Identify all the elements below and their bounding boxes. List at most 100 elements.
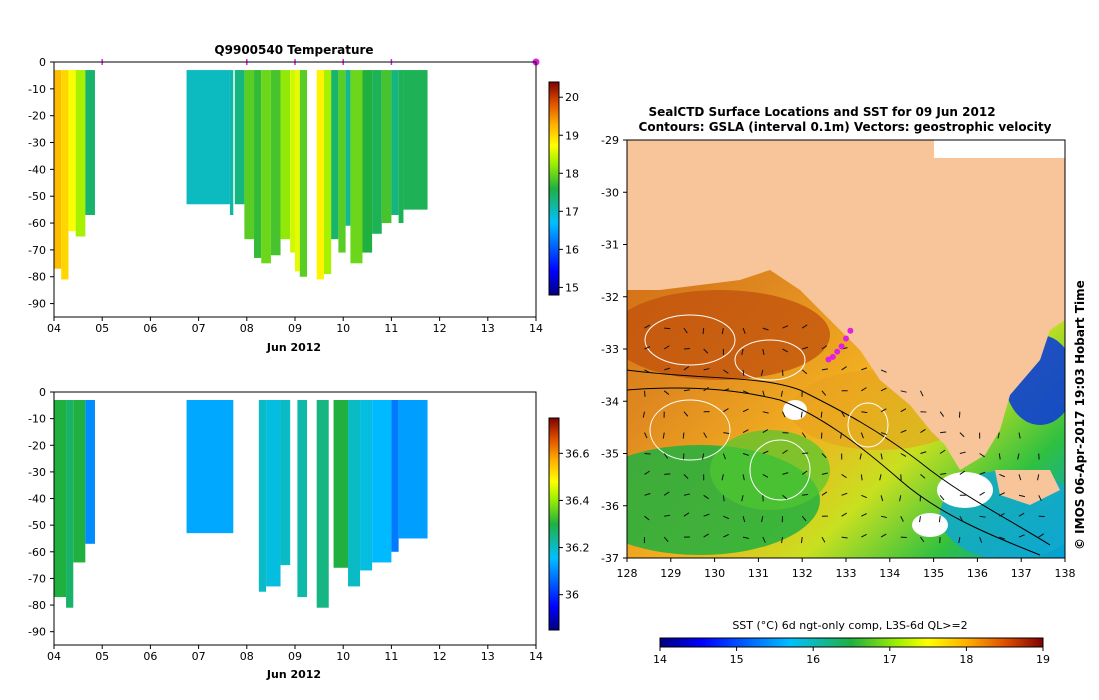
profile-cell (280, 70, 291, 240)
profile-cell (391, 70, 399, 215)
x-tick-label: 10 (336, 650, 350, 663)
profile-cell (54, 70, 62, 269)
velocity-vector (663, 345, 670, 350)
y-tick-label: -20 (28, 439, 46, 452)
profile-cell (372, 399, 392, 563)
x-tick-label: 04 (47, 322, 61, 335)
velocity-vector (683, 389, 690, 392)
sst-map-panel: SealCTD Surface Locations and SST for 09… (601, 105, 1087, 666)
velocity-vector (959, 432, 965, 438)
velocity-vector (1018, 432, 1021, 439)
velocity-vector (840, 432, 843, 439)
y-tick-label: -50 (28, 190, 46, 203)
y-tick-label: -70 (28, 572, 46, 585)
velocity-vector (682, 432, 685, 439)
sst-colorbar-tick-label: 15 (730, 653, 744, 666)
velocity-vector (959, 451, 966, 454)
profile-cell (316, 70, 324, 280)
velocity-vector (644, 346, 651, 350)
lat-tick-label: -36 (601, 500, 619, 513)
velocity-vector (683, 366, 690, 371)
gsla-contour-white (749, 439, 811, 501)
velocity-vector (920, 390, 924, 397)
temperature-profiles (54, 70, 428, 280)
velocity-vector (683, 327, 688, 334)
lat-tick-label: -35 (601, 448, 619, 461)
x-tick-label: 14 (529, 322, 543, 335)
y-tick-label: -50 (28, 519, 46, 532)
velocity-vector (861, 367, 868, 371)
x-tick-label: 12 (433, 650, 447, 663)
y-tick-label: -90 (28, 298, 46, 311)
velocity-vector (782, 449, 788, 454)
x-tick-label: 10 (336, 322, 350, 335)
velocity-vector (702, 328, 705, 335)
map-area (627, 140, 1065, 558)
y-tick-label: -60 (28, 546, 46, 559)
profile-cell (280, 399, 291, 566)
velocity-vector (761, 516, 764, 523)
x-tick-label: 05 (95, 650, 109, 663)
lon-tick-label: 135 (923, 567, 944, 580)
y-tick-label: -80 (28, 599, 46, 612)
warm-core (627, 290, 830, 380)
velocity-vector (959, 470, 966, 475)
velocity-vector (683, 493, 690, 496)
profile-cell (316, 399, 329, 608)
seal-location (825, 356, 832, 363)
velocity-vector (781, 537, 783, 544)
velocity-vector (861, 494, 868, 499)
profile-cell (85, 70, 95, 215)
velocity-vector (703, 533, 710, 538)
velocity-vector (919, 516, 921, 523)
sst-colorbar-tick-label: 16 (806, 653, 820, 666)
sst-colorbar-label: SST (°C) 6d ngt-only comp, L3S-6d QL>=2 (732, 619, 967, 632)
profile-cell (234, 70, 245, 205)
velocity-vector (760, 369, 764, 376)
y-tick-label: -60 (28, 217, 46, 230)
velocity-vector (644, 470, 650, 475)
velocity-vector (722, 453, 726, 460)
salinity-plot-frame (53, 391, 537, 646)
velocity-vector (802, 493, 809, 496)
velocity-vector (703, 513, 710, 517)
velocity-vector (880, 453, 883, 460)
y-tick-label: -40 (28, 493, 46, 506)
profile-cell (333, 399, 349, 568)
cloud-gap (937, 472, 993, 508)
island (995, 470, 1060, 505)
map-subtitle: Contours: GSLA (interval 0.1m) Vectors: … (639, 120, 1052, 134)
salinity-x-label: Jun 2012 (266, 668, 321, 681)
gsla-contour-white (734, 339, 806, 381)
velocity-vector (742, 429, 749, 434)
velocity-vector (821, 345, 828, 350)
velocity-vector (821, 368, 828, 371)
profile-cell (85, 399, 95, 544)
profile-cell (244, 70, 255, 240)
velocity-vector (644, 369, 651, 374)
lon-tick-label: 137 (1011, 567, 1032, 580)
map-title: SealCTD Surface Locations and SST for 09… (648, 105, 995, 119)
velocity-vector (664, 514, 671, 517)
profile-cell (297, 399, 308, 598)
velocity-vector (802, 346, 809, 350)
profile-cell (350, 70, 363, 264)
velocity-vector (999, 473, 1006, 478)
profile-cell (372, 70, 382, 234)
lat-tick-label: -34 (601, 395, 619, 408)
y-tick-label: 0 (39, 56, 46, 69)
salinity-colorbar (548, 417, 560, 631)
y-tick-label: 0 (39, 386, 46, 399)
velocity-vector (801, 324, 808, 329)
profile-cell (258, 399, 267, 592)
profile-cell (403, 70, 428, 210)
cloud-gap (783, 400, 807, 420)
velocity-vector (762, 536, 766, 543)
velocity-vector (683, 411, 689, 417)
velocity-vector (800, 537, 803, 544)
velocity-vector (742, 369, 745, 376)
map-lon-axis: 128 129 130 131 132 133 134 135 136 137 138 (617, 558, 1076, 580)
temperature-panel: Q9900540 Temperature 04 05 06 07 08 09 10 11 12 1… (28, 43, 579, 354)
velocity-vector (958, 537, 961, 544)
profile-cell (229, 70, 234, 215)
